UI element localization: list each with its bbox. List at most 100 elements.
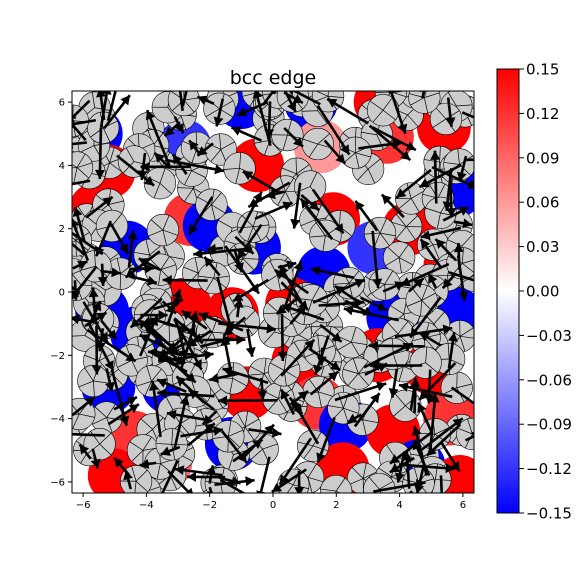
displacement-arrow [456, 255, 469, 302]
atom [366, 94, 400, 127]
x-tick-label: 6 [460, 500, 466, 511]
displacement-arrow [371, 230, 383, 289]
displacement-arrow [447, 332, 458, 369]
displacement-arrow [419, 238, 443, 270]
atom [363, 216, 397, 250]
displacement-arrow [445, 97, 456, 127]
displacement-arrow [402, 451, 413, 489]
displacement-arrow [278, 437, 313, 486]
atom [77, 364, 110, 398]
displacement-arrow [84, 311, 108, 328]
atom [309, 219, 342, 252]
displacement-arrow [382, 281, 405, 293]
displacement-arrow [252, 91, 272, 147]
displacement-arrow [241, 423, 275, 460]
colorbar-tick-label: −0.15 [526, 505, 572, 523]
displacement-arrow [326, 97, 369, 125]
displacement-arrow [418, 163, 462, 189]
displacement-arrow [271, 468, 307, 493]
atom [418, 418, 452, 451]
displacement-arrow [72, 122, 87, 142]
displacement-arrow [450, 386, 474, 405]
y-tick-label: 2 [59, 224, 65, 235]
displacement-arrow [222, 316, 247, 337]
displacement-arrow [87, 321, 115, 372]
displacement-arrow [248, 427, 282, 438]
displacement-arrow [96, 91, 106, 121]
displacement-arrow [256, 456, 271, 493]
atom [408, 91, 441, 114]
displacement-arrow [207, 491, 211, 493]
displacement-arrow [442, 206, 470, 222]
y-tick-label: −6 [50, 477, 65, 488]
atom [383, 241, 416, 274]
displacement-arrow [395, 168, 432, 199]
displacement-arrow [254, 201, 293, 220]
displacement-arrow [113, 395, 138, 411]
colorbar-tick-label: 0.09 [526, 149, 559, 167]
displacement-arrow [283, 91, 304, 105]
displacement-arrow [198, 312, 244, 332]
atom [456, 417, 474, 451]
displacement-arrow [234, 235, 255, 255]
displacement-arrow [175, 375, 205, 404]
displacement-arrow [441, 273, 457, 290]
displacement-arrow [103, 94, 131, 130]
displacement-arrow [428, 392, 440, 451]
x-tick-label: 2 [333, 500, 339, 511]
displacement-arrow [216, 276, 235, 332]
atom [409, 346, 442, 379]
atom [72, 151, 94, 184]
displacement-arrow [409, 296, 442, 339]
displacement-arrow [323, 139, 347, 165]
displacement-arrow [90, 448, 101, 469]
displacement-arrow [465, 158, 474, 162]
displacement-arrow [178, 91, 184, 111]
atom [72, 397, 96, 431]
displacement-arrow [247, 181, 291, 209]
colorbar-tick-label: 0.03 [526, 238, 559, 256]
displacement-arrow [171, 153, 188, 175]
displacement-arrow [219, 478, 246, 493]
displacement-arrow [145, 109, 171, 167]
displacement-arrow [283, 127, 304, 148]
displacement-arrow [72, 179, 91, 186]
displacement-arrow [380, 193, 405, 219]
displacement-arrow [208, 372, 240, 383]
displacement-arrow [109, 223, 129, 255]
x-tick-label: 0 [270, 500, 276, 511]
atom [319, 474, 353, 493]
displacement-arrow [167, 470, 193, 493]
displacement-arrow [188, 139, 201, 156]
displacement-arrow [318, 297, 365, 308]
displacement-arrow [245, 328, 256, 358]
displacement-arrow [319, 323, 343, 343]
y-tick-label: −4 [50, 414, 65, 425]
displacement-arrow [310, 265, 355, 280]
displacement-arrow [316, 104, 351, 156]
colorbar-tick-label: 0.06 [526, 194, 559, 212]
displacement-arrow [106, 91, 117, 122]
displacement-arrow [153, 297, 184, 311]
displacement-arrow [242, 170, 282, 195]
displacement-arrow [157, 388, 215, 399]
displacement-arrow [72, 314, 100, 325]
displacement-arrow [186, 471, 226, 482]
colorbar-tick-label: −0.12 [526, 460, 572, 478]
displacement-arrow [174, 465, 223, 477]
displacement-arrow [99, 91, 112, 129]
displacement-arrow [398, 382, 453, 399]
displacement-arrow [203, 256, 221, 277]
displacement-arrow [290, 398, 320, 445]
displacement-arrow [138, 257, 161, 272]
displacement-arrow [158, 341, 187, 359]
y-tick-label: −2 [50, 351, 65, 362]
displacement-arrow [236, 223, 263, 261]
displacement-arrow [417, 402, 434, 435]
displacement-arrow [353, 392, 381, 428]
displacement-arrow [100, 267, 121, 278]
colorbar: 0.15 0.12 0.09 0.06 0.03 0.00 −0.03 −0.06 −0.09 −… [496, 61, 572, 523]
atom [223, 152, 256, 185]
displacement-arrow [316, 417, 336, 464]
displacement-arrow [173, 317, 204, 344]
